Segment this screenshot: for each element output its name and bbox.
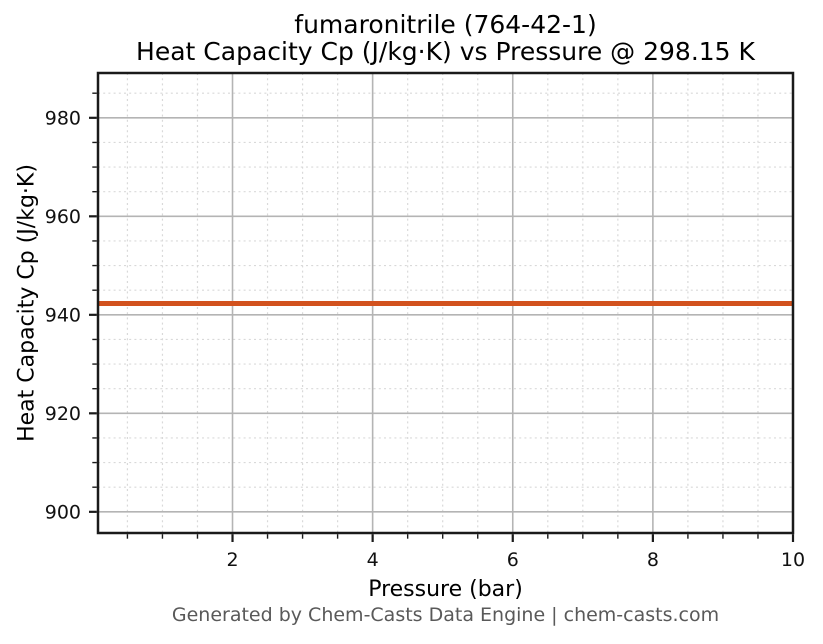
x-tick-label: 4	[367, 549, 379, 571]
y-tick-label: 920	[45, 403, 81, 425]
axes	[96, 71, 795, 535]
axis-ticks	[89, 92, 795, 542]
chart-title-line2: Heat Capacity Cp (J/kg·K) vs Pressure @ …	[136, 37, 755, 66]
chart-title: fumaronitrile (764-42-1) Heat Capacity C…	[98, 11, 793, 65]
y-tick-label: 900	[45, 501, 81, 523]
footer-credit: Generated by Chem-Casts Data Engine | ch…	[171, 604, 720, 626]
y-tick-label: 960	[45, 206, 81, 228]
chart-title-line1: fumaronitrile (764-42-1)	[294, 10, 597, 39]
x-tick-label: 2	[226, 549, 238, 571]
tick-labels: 2 4 6 8 10 900 920 940 960 980	[45, 107, 805, 571]
y-axis-label: Heat Capacity Cp (J/kg·K)	[14, 164, 40, 442]
plot-border	[96, 71, 795, 535]
y-tick-label: 980	[45, 107, 81, 129]
y-tick-label: 940	[45, 304, 81, 326]
x-axis-label: Pressure (bar)	[368, 577, 523, 602]
x-tick-label: 10	[781, 549, 805, 571]
x-tick-label: 6	[507, 549, 519, 571]
x-tick-label: 8	[647, 549, 659, 571]
